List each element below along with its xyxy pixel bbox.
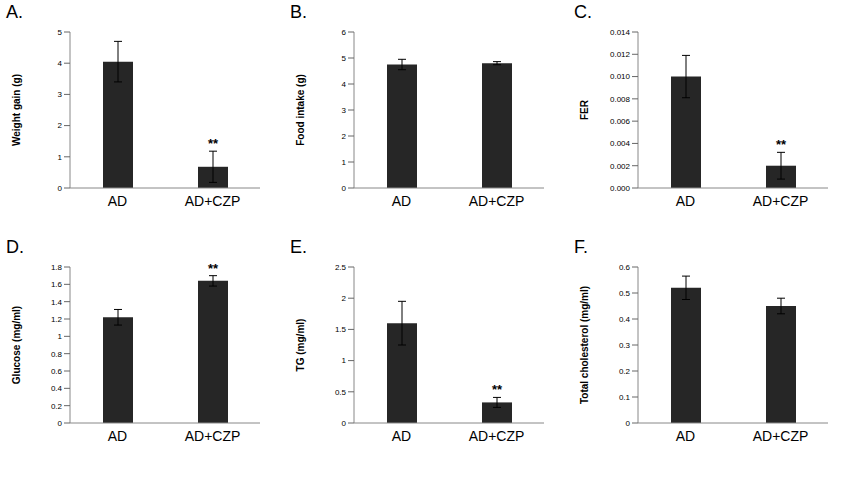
svg-text:AD+CZP: AD+CZP bbox=[753, 193, 809, 209]
svg-text:5: 5 bbox=[342, 54, 347, 63]
svg-text:1.2: 1.2 bbox=[51, 315, 63, 324]
html-text:B.: B. bbox=[290, 2, 307, 22]
svg-text:5: 5 bbox=[58, 28, 63, 37]
svg-text:0.4: 0.4 bbox=[619, 315, 631, 324]
svg-text:0.2: 0.2 bbox=[51, 402, 63, 411]
svg-text:0.014: 0.014 bbox=[610, 28, 631, 37]
svg-text:2.5: 2.5 bbox=[335, 263, 347, 272]
svg-text:0.3: 0.3 bbox=[619, 341, 631, 350]
svg-text:2: 2 bbox=[342, 132, 347, 141]
svg-text:Total cholesterol (mg/ml): Total cholesterol (mg/ml) bbox=[579, 286, 590, 404]
svg-text:AD+CZP: AD+CZP bbox=[469, 193, 525, 209]
svg-text:0: 0 bbox=[626, 419, 631, 428]
svg-text:0.006: 0.006 bbox=[610, 117, 631, 126]
svg-text:AD: AD bbox=[108, 193, 127, 209]
svg-text:**: ** bbox=[776, 137, 787, 152]
svg-text:0.010: 0.010 bbox=[610, 72, 631, 81]
html-text:D.: D. bbox=[6, 237, 24, 257]
svg-text:1: 1 bbox=[58, 153, 63, 162]
svg-text:AD: AD bbox=[676, 428, 695, 444]
svg-text:1: 1 bbox=[342, 158, 347, 167]
svg-text:0.6: 0.6 bbox=[51, 367, 63, 376]
svg-text:0.5: 0.5 bbox=[335, 388, 347, 397]
svg-text:0.008: 0.008 bbox=[610, 95, 631, 104]
html-text:A.: A. bbox=[6, 2, 23, 22]
svg-text:1: 1 bbox=[58, 332, 63, 341]
svg-text:AD: AD bbox=[108, 428, 127, 444]
svg-text:AD: AD bbox=[676, 193, 695, 209]
svg-text:3: 3 bbox=[342, 106, 347, 115]
svg-text:6: 6 bbox=[342, 28, 347, 37]
svg-text:TG (mg/ml): TG (mg/ml) bbox=[295, 319, 306, 372]
svg-text:1.6: 1.6 bbox=[51, 280, 63, 289]
svg-text:0.2: 0.2 bbox=[619, 367, 631, 376]
svg-text:0.004: 0.004 bbox=[610, 139, 631, 148]
svg-text:0.6: 0.6 bbox=[619, 263, 631, 272]
html-text:E.: E. bbox=[290, 237, 307, 257]
svg-text:AD: AD bbox=[392, 193, 411, 209]
svg-text:**: ** bbox=[208, 261, 219, 276]
svg-text:0: 0 bbox=[58, 419, 63, 428]
svg-text:0.8: 0.8 bbox=[51, 350, 63, 359]
svg-text:**: ** bbox=[208, 136, 219, 151]
svg-text:4: 4 bbox=[342, 80, 347, 89]
svg-text:0.000: 0.000 bbox=[610, 184, 631, 193]
svg-text:0: 0 bbox=[58, 184, 63, 193]
svg-text:1.4: 1.4 bbox=[51, 298, 63, 307]
svg-text:3: 3 bbox=[58, 90, 63, 99]
svg-text:0.002: 0.002 bbox=[610, 162, 631, 171]
svg-text:4: 4 bbox=[58, 59, 63, 68]
svg-text:2: 2 bbox=[58, 121, 63, 130]
svg-text:AD+CZP: AD+CZP bbox=[753, 428, 809, 444]
svg-text:0.1: 0.1 bbox=[619, 393, 631, 402]
svg-text:**: ** bbox=[492, 382, 503, 397]
svg-text:AD+CZP: AD+CZP bbox=[185, 428, 241, 444]
svg-text:AD+CZP: AD+CZP bbox=[185, 193, 241, 209]
svg-text:2: 2 bbox=[342, 294, 347, 303]
svg-text:AD: AD bbox=[392, 428, 411, 444]
svg-text:0.012: 0.012 bbox=[610, 50, 631, 59]
svg-text:0: 0 bbox=[342, 184, 347, 193]
svg-text:FER: FER bbox=[579, 99, 590, 120]
svg-text:0: 0 bbox=[342, 419, 347, 428]
svg-text:1.5: 1.5 bbox=[335, 325, 347, 334]
svg-text:Food intake (g): Food intake (g) bbox=[295, 74, 306, 146]
svg-text:1: 1 bbox=[342, 356, 347, 365]
html-text:C.: C. bbox=[574, 2, 592, 22]
svg-text:Weight gain (g): Weight gain (g) bbox=[11, 74, 22, 146]
svg-text:Glucose (mg/ml): Glucose (mg/ml) bbox=[11, 306, 22, 384]
svg-text:0.4: 0.4 bbox=[51, 384, 63, 393]
html-text:F.: F. bbox=[574, 237, 588, 257]
svg-text:AD+CZP: AD+CZP bbox=[469, 428, 525, 444]
svg-text:1.8: 1.8 bbox=[51, 263, 63, 272]
svg-text:0.5: 0.5 bbox=[619, 289, 631, 298]
